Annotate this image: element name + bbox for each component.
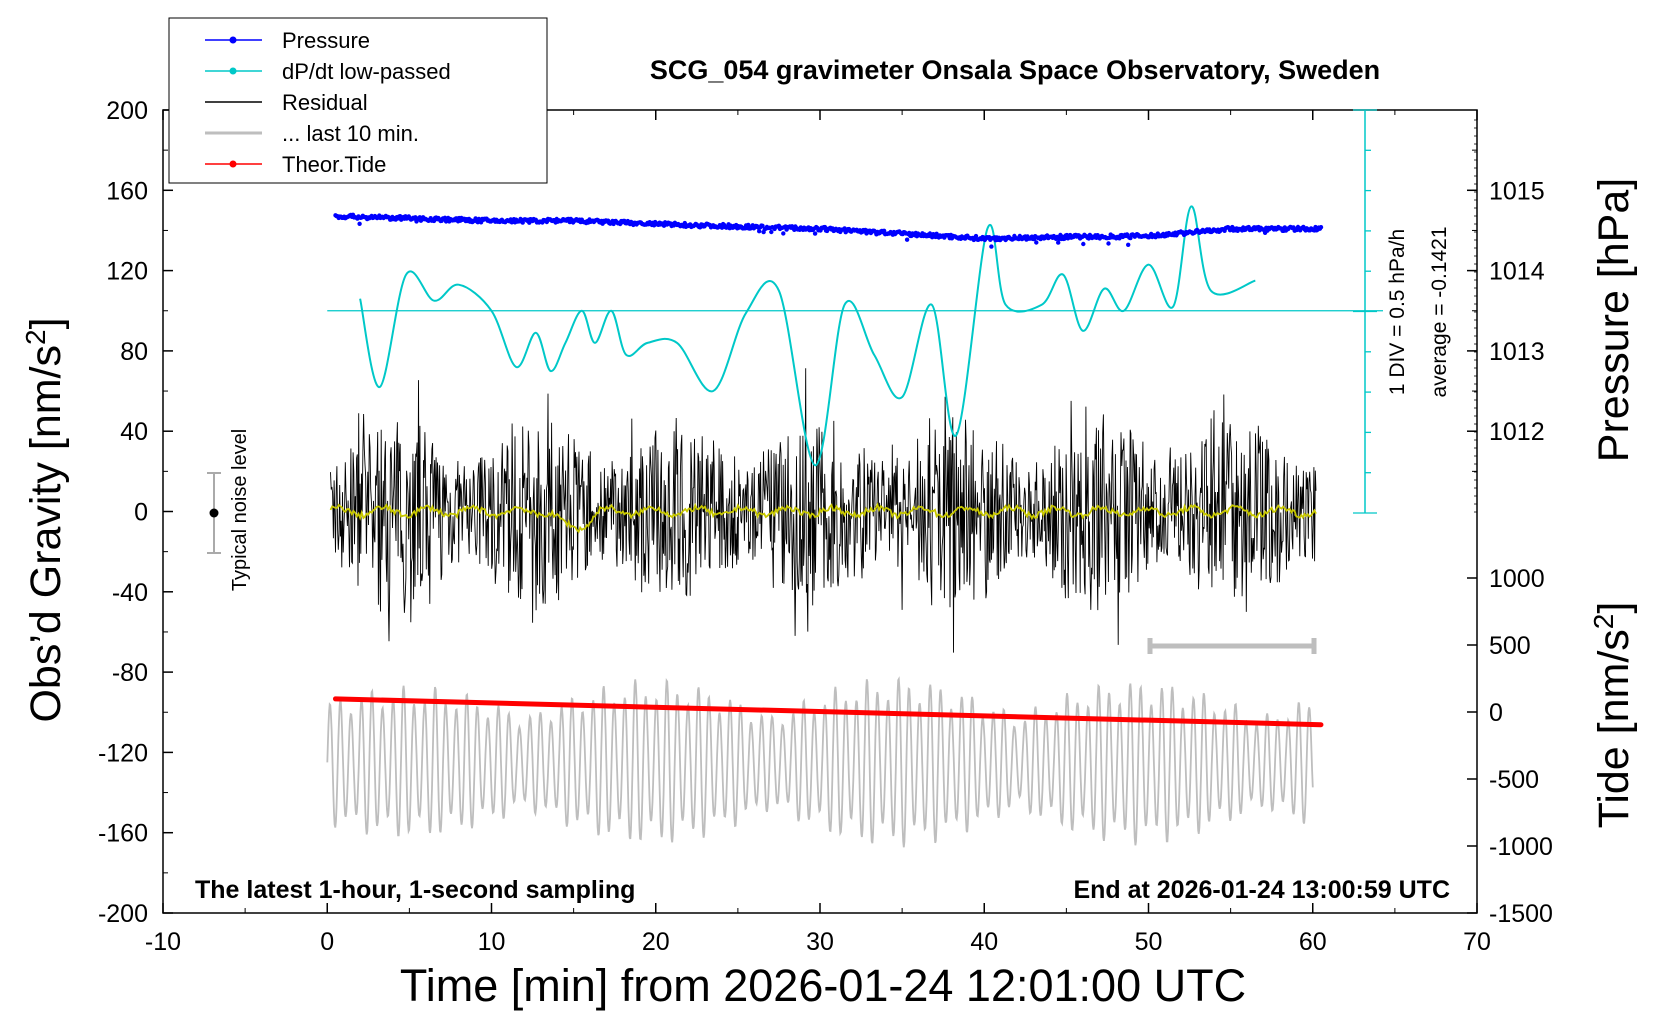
pressure-point — [357, 221, 362, 226]
legend-label: Residual — [282, 90, 368, 115]
y-axis-tide: 1000 500 0 -500 -1000 -1500 — [1467, 565, 1553, 928]
pressure-tick-label: 1012 — [1489, 418, 1545, 446]
y-tick-label: 120 — [106, 258, 148, 286]
dpdt-scale-ticks — [1353, 109, 1377, 514]
legend-marker — [229, 160, 237, 168]
pressure-point — [812, 231, 818, 236]
x-tick-label: 40 — [970, 928, 998, 956]
y-tick-label: -120 — [98, 739, 148, 767]
legend: Pressure dP/dt low-passed Residual ... last… — [168, 17, 548, 184]
legend-box — [168, 17, 548, 184]
legend-label: Pressure — [282, 28, 370, 53]
pressure-point — [973, 233, 979, 239]
y-axis-label-pressure: Pressure [hPa] — [1590, 178, 1638, 462]
tide-tick-label: 0 — [1489, 699, 1503, 727]
series-layer — [326, 205, 1383, 848]
x-tick-label: 60 — [1299, 928, 1327, 956]
x-tick-label: 30 — [806, 928, 834, 956]
pressure-series — [333, 212, 1324, 249]
pressure-point — [781, 231, 786, 236]
legend-marker — [229, 36, 237, 44]
x-tick-label: 20 — [642, 928, 670, 956]
x-tick-label: -10 — [145, 928, 181, 956]
tide-tick-label: 1000 — [1489, 565, 1545, 593]
x-tick-label: 10 — [478, 928, 506, 956]
pressure-point — [904, 237, 910, 242]
pressure-tick-label: 1015 — [1489, 177, 1545, 205]
pressure-tick-label: 1013 — [1489, 338, 1545, 366]
legend-label: Theor.Tide — [282, 152, 386, 177]
legend-label: dP/dt low-passed — [282, 59, 451, 84]
dpdt-scale: 1 DIV = 0.5 hPa/h average = -0.1421 — [1353, 109, 1451, 514]
tide-tick-label: -500 — [1489, 766, 1539, 794]
y-axis-gravity: 200 160 120 80 40 0 -40 -80 -120 -160 -200 — [98, 97, 173, 928]
pressure-point — [527, 220, 532, 225]
x-axis: -10 0 10 20 30 40 50 60 70 — [145, 110, 1491, 956]
y-tick-label: 160 — [106, 177, 148, 205]
legend-marker — [229, 67, 237, 75]
theor-tide-line — [332, 696, 1324, 728]
tide-tick-label: -1500 — [1489, 900, 1553, 928]
pressure-point — [1081, 241, 1086, 247]
y-axis-label-gravity: Obs’d Gravity [nm/s2] — [20, 317, 71, 722]
dpdt-line — [359, 205, 1256, 467]
pressure-point — [1318, 225, 1324, 230]
noise-level-indicator: Typical noise level — [207, 429, 251, 591]
legend-label: ... last 10 min. — [282, 121, 419, 146]
y-axis-pressure: 1015 1014 1013 1012 — [1467, 119, 1545, 513]
last-10-min-bracket — [1147, 638, 1317, 654]
x-tick-label: 0 — [320, 928, 334, 956]
tide-tick-label: 500 — [1489, 632, 1531, 660]
x-axis-label: Time [min] from 2026-01-24 12:01:00 UTC — [400, 960, 1246, 1011]
residual-line — [330, 368, 1317, 653]
y-tick-label: 0 — [134, 499, 148, 527]
chart-title: SCG_054 gravimeter Onsala Space Observat… — [650, 55, 1380, 85]
y-tick-label: 80 — [120, 338, 148, 366]
average-label: average = -0.1421 — [1428, 226, 1451, 397]
y-tick-label: 200 — [106, 97, 148, 125]
pressure-point — [757, 229, 762, 234]
pressure-point — [989, 244, 994, 249]
pressure-point — [822, 224, 828, 230]
legend-entries: Pressure dP/dt low-passed Residual ... last… — [205, 28, 451, 177]
pressure-point — [1034, 240, 1039, 245]
pressure-point — [746, 222, 751, 228]
pressure-point — [769, 229, 774, 235]
annotation-bottom-left: The latest 1-hour, 1-second sampling — [195, 876, 635, 904]
noise-level-label: Typical noise level — [229, 429, 251, 591]
pressure-point — [1124, 232, 1130, 237]
div-label: 1 DIV = 0.5 hPa/h — [1386, 229, 1409, 395]
y-axis-label-tide: Tide [nm/s2] — [1588, 602, 1639, 829]
last-10-min-line — [326, 676, 1314, 848]
residual-lowpassed-line — [329, 502, 1317, 534]
pressure-point — [1126, 242, 1131, 247]
pressure-point — [760, 223, 765, 228]
x-tick-label: 50 — [1135, 928, 1163, 956]
tide-tick-label: -1000 — [1489, 833, 1553, 861]
pressure-tick-label: 1014 — [1489, 258, 1545, 286]
pressure-point — [1056, 240, 1061, 245]
pressure-point — [1128, 235, 1133, 241]
pressure-point — [1106, 241, 1111, 246]
y-tick-label: -200 — [98, 900, 148, 928]
annotation-bottom-right: End at 2026-01-24 13:00:59 UTC — [1073, 876, 1450, 904]
y-tick-label: -80 — [112, 659, 148, 687]
y-tick-label: -160 — [98, 820, 148, 848]
y-tick-label: 40 — [120, 418, 148, 446]
y-tick-label: -40 — [112, 579, 148, 607]
x-tick-label: 70 — [1463, 928, 1491, 956]
